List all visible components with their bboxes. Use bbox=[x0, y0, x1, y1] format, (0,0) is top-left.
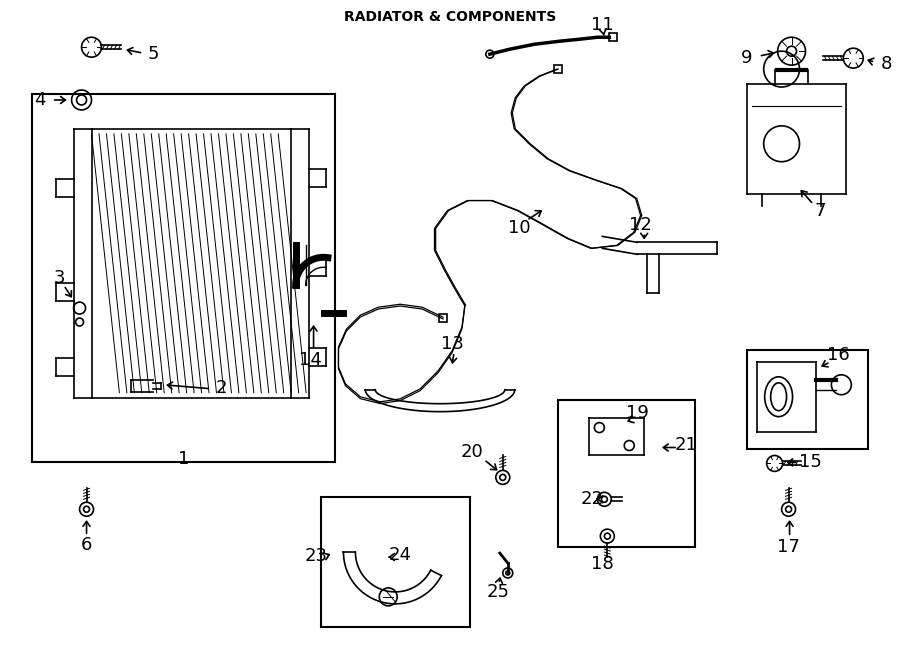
Text: 18: 18 bbox=[591, 555, 614, 573]
Text: 6: 6 bbox=[81, 536, 92, 554]
Text: 11: 11 bbox=[591, 17, 614, 34]
Text: 14: 14 bbox=[299, 351, 322, 369]
Bar bbox=[32, 94, 336, 463]
Text: 24: 24 bbox=[389, 546, 411, 564]
Text: 25: 25 bbox=[486, 583, 509, 601]
Text: 15: 15 bbox=[799, 453, 822, 471]
Text: 4: 4 bbox=[34, 91, 46, 109]
Text: 21: 21 bbox=[675, 436, 698, 453]
Text: 7: 7 bbox=[814, 202, 826, 219]
Text: 23: 23 bbox=[305, 547, 328, 565]
Text: 16: 16 bbox=[827, 346, 850, 364]
Text: 22: 22 bbox=[580, 490, 604, 508]
Text: 10: 10 bbox=[508, 219, 531, 237]
Text: 12: 12 bbox=[629, 216, 652, 235]
Text: 19: 19 bbox=[626, 404, 649, 422]
Bar bbox=[747, 350, 868, 449]
Bar bbox=[439, 314, 447, 322]
Text: 9: 9 bbox=[741, 49, 752, 67]
Text: 8: 8 bbox=[880, 55, 892, 73]
Bar bbox=[557, 400, 695, 547]
Bar bbox=[320, 497, 470, 627]
Bar bbox=[609, 33, 617, 41]
Text: 5: 5 bbox=[148, 45, 159, 63]
Text: 13: 13 bbox=[441, 335, 464, 353]
Text: 2: 2 bbox=[215, 379, 227, 397]
Text: 17: 17 bbox=[777, 538, 800, 556]
Text: 20: 20 bbox=[461, 444, 483, 461]
Bar bbox=[554, 65, 562, 73]
Text: 1: 1 bbox=[178, 450, 190, 469]
Text: RADIATOR & COMPONENTS: RADIATOR & COMPONENTS bbox=[344, 11, 556, 24]
Text: 3: 3 bbox=[54, 269, 66, 288]
